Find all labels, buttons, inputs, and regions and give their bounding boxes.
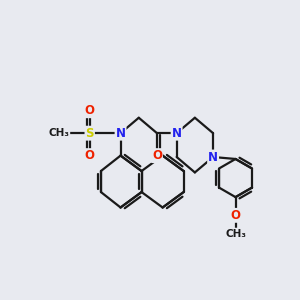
Text: O: O (152, 149, 162, 162)
Text: CH₃: CH₃ (48, 128, 69, 138)
Text: N: N (208, 151, 218, 164)
Text: N: N (172, 127, 182, 140)
Text: O: O (85, 149, 95, 162)
Text: O: O (230, 209, 241, 222)
Text: CH₃: CH₃ (225, 229, 246, 238)
Text: S: S (85, 127, 94, 140)
Text: N: N (116, 127, 126, 140)
Text: O: O (85, 104, 95, 117)
